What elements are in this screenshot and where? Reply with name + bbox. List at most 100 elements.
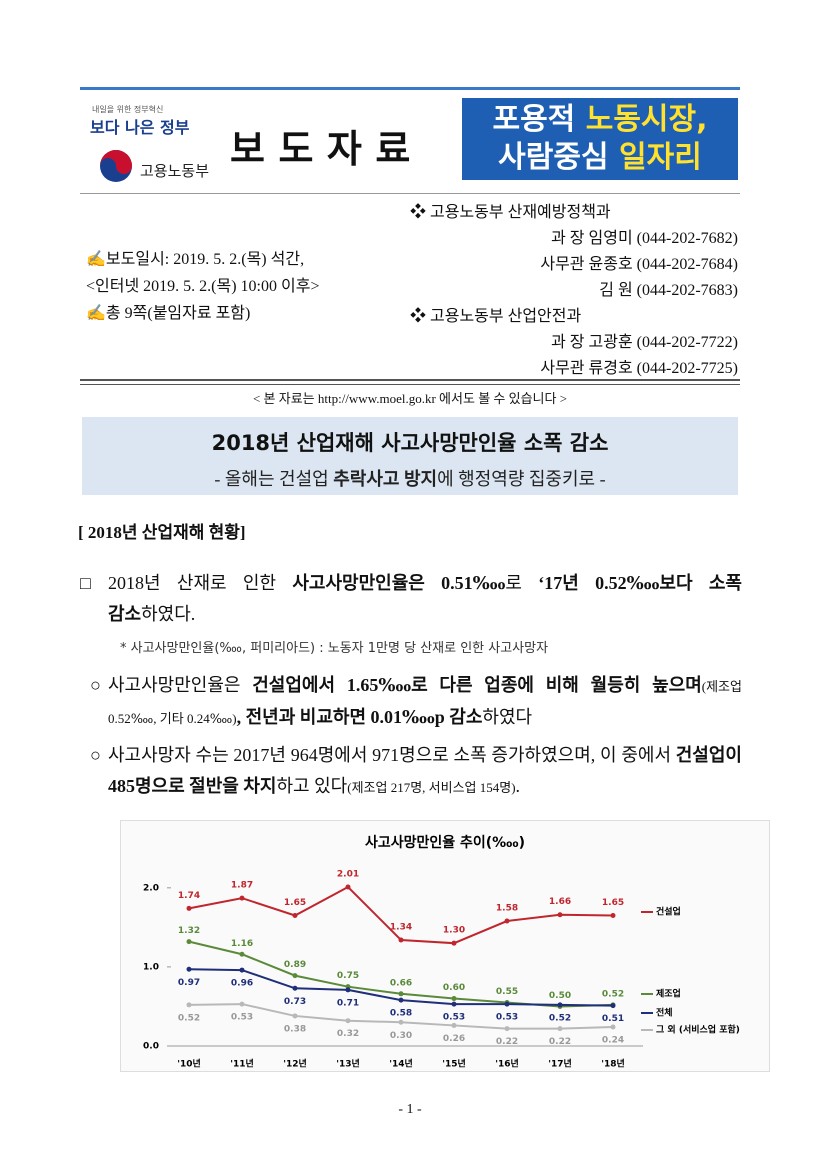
data-label: 1.65 (284, 898, 306, 908)
data-label: 0.53 (231, 1013, 253, 1023)
data-label: 1.87 (231, 881, 253, 891)
x-tick-label: '17년 (548, 1058, 572, 1070)
run-bold: , 전년과 비교하면 0.01‱p 감소 (236, 707, 483, 727)
legend-label: 제조업 (656, 988, 681, 1000)
data-point (239, 951, 245, 957)
data-point (292, 973, 298, 979)
data-point (292, 913, 298, 918)
release-date: ✍보도일시: 2019. 5. 2.(목) 석간, (86, 251, 305, 268)
data-label: 0.26 (443, 1034, 465, 1044)
data-point (398, 1019, 404, 1025)
x-tick-label: '15년 (442, 1058, 466, 1070)
data-point (451, 940, 457, 946)
data-label: 0.53 (443, 1013, 465, 1023)
data-point (610, 1024, 616, 1030)
contact-person: 김 원 (044-202-7683) (599, 282, 738, 299)
data-label: 1.65 (602, 898, 624, 908)
bullet: ○ (90, 675, 101, 695)
run-bold: ‘17년 0.52‱보다 소폭 감소 (108, 573, 742, 624)
y-tick-label: 1.0 (143, 962, 159, 972)
top-rule (80, 87, 740, 90)
contact-person: 과 장 고광훈 (044-202-7722) (551, 334, 738, 351)
data-point (239, 967, 245, 973)
release-info: ✍보도일시: 2019. 5. 2.(목) 석간, <인터넷 2019. 5. … (86, 246, 319, 327)
x-tick-label: '14년 (389, 1058, 413, 1070)
data-label: 0.66 (390, 978, 412, 988)
contact-dept: ❖ 고용노동부 산업안전과 (410, 308, 582, 325)
data-label: 0.51 (602, 1014, 624, 1024)
data-label: 0.22 (549, 1037, 571, 1047)
run: 사고사망만인율은 (108, 675, 253, 695)
data-label: 0.71 (337, 998, 359, 1008)
y-tick-label: 2.0 (143, 883, 159, 893)
data-label: 0.50 (549, 991, 571, 1001)
legend-label: 건설업 (656, 906, 681, 918)
rule (80, 193, 740, 194)
headline-subtitle: - 올해는 건설업 추락사고 방지에 행정역량 집중키로 - (82, 465, 738, 491)
contact-dept: ❖ 고용노동부 산재예방정책과 (410, 204, 611, 221)
data-point (239, 1001, 245, 1007)
data-point (504, 918, 510, 924)
x-tick-label: '10년 (177, 1058, 201, 1070)
data-label: 1.30 (443, 926, 465, 936)
run: 2018년 산재로 인한 (108, 573, 293, 593)
data-label: 1.34 (390, 923, 412, 933)
paragraph: □ 2018년 산재로 인한 사고사망만인율은 0.51‱로 ‘17년 0.52… (80, 568, 742, 630)
data-label: 0.38 (284, 1024, 306, 1034)
data-label: 0.60 (443, 983, 465, 993)
notice: < 본 자료는 http://www.moel.go.kr 에서도 볼 수 있습… (252, 391, 568, 406)
x-tick-label: '13년 (336, 1058, 360, 1070)
contacts: ❖ 고용노동부 산재예방정책과 과 장 임영미 (044-202-7682) 사… (410, 200, 738, 382)
data-point (398, 991, 404, 997)
data-point (345, 987, 351, 993)
data-point (557, 1002, 563, 1008)
data-label: 0.24 (602, 1036, 624, 1046)
data-label: 0.96 (231, 979, 253, 989)
headline-box: 2018년 산업재해 사고사망만인율 소폭 감소 - 올해는 건설업 추락사고 … (82, 417, 738, 495)
contact-person: 과 장 임영미 (044-202-7682) (551, 230, 738, 247)
page-number: - 1 - (398, 1102, 422, 1117)
x-tick-label: '16년 (495, 1058, 519, 1070)
run-small: (제조업 0.52‱, 기타 0.24‱) (108, 679, 742, 726)
y-tick-label: 0.0 (143, 1042, 159, 1052)
run-bold: 건설업이 485명으로 절반을 차지 (108, 745, 742, 796)
data-label: 2.01 (337, 870, 359, 880)
data-label: 0.55 (496, 987, 518, 997)
x-tick-label: '18년 (601, 1058, 625, 1070)
banner-line: 포용적 노동시장, (462, 101, 738, 139)
data-label: 0.89 (284, 960, 306, 970)
banner-word: 포용적 (492, 102, 576, 137)
data-point (451, 1001, 457, 1007)
data-label: 0.32 (337, 1029, 359, 1039)
data-point (186, 905, 192, 911)
run: 하였다 (482, 707, 533, 727)
data-label: 0.73 (284, 997, 306, 1007)
data-label: 1.74 (178, 891, 200, 901)
data-label: 1.16 (231, 939, 253, 949)
paragraph: ○ 사고사망자 수는 2017년 964명에서 971명으로 소폭 증가하였으며… (80, 740, 742, 803)
run: 하였다. (141, 604, 196, 624)
data-point (292, 985, 298, 991)
rule (80, 379, 740, 385)
banner-text: 포용적 노동시장, 사람중심 일자리 (462, 101, 738, 177)
data-label: 0.75 (337, 971, 359, 981)
data-label: 0.53 (496, 1013, 518, 1023)
data-point (451, 1022, 457, 1028)
banner: 포용적 노동시장, 사람중심 일자리 (462, 98, 738, 180)
x-tick-label: '11년 (230, 1058, 254, 1070)
banner-word: 사람중심 (498, 140, 609, 175)
data-label: 0.22 (496, 1037, 518, 1047)
data-label: 0.52 (178, 1013, 200, 1023)
data-label: 0.52 (549, 1013, 571, 1023)
ministry: 고용노동부 (140, 162, 210, 180)
release-internet: <인터넷 2019. 5. 2.(목) 10:00 이후> (86, 278, 320, 295)
data-point (557, 912, 563, 918)
data-point (398, 937, 404, 943)
subtitle-bold: 추락사고 방지 (333, 469, 438, 489)
run-bold: 건설업에서 1.65‱로 다른 업종에 비해 월등히 높으며 (252, 675, 702, 695)
run: 하고 있다 (276, 776, 348, 796)
data-point (504, 1026, 510, 1032)
note: * 사고사망만인율(‱, 퍼미리아드) : 노동자 1만명 당 산재로 인한 사… (120, 641, 549, 656)
